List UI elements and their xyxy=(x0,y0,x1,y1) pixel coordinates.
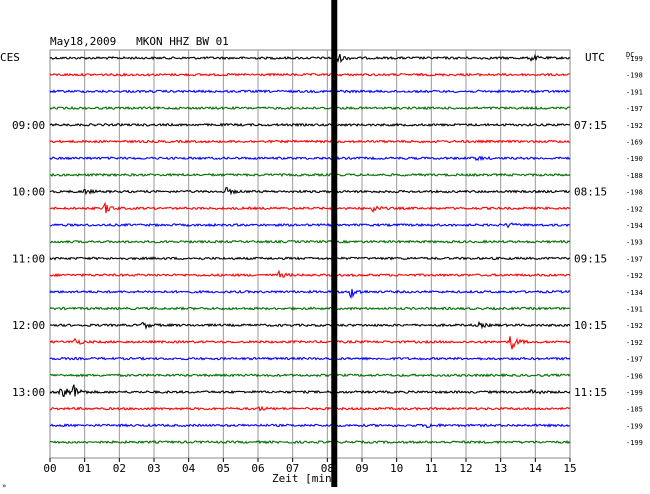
x-tick-label: 01 xyxy=(78,462,91,475)
trace-line xyxy=(49,256,571,261)
labels: May18,2009 MKON HHZ BW 01 CES UTC DC Zei… xyxy=(0,35,634,490)
trace-offset-label: -199 xyxy=(626,439,643,447)
x-tick-label: 00 xyxy=(43,462,56,475)
trace-line xyxy=(49,423,571,429)
x-tick-label: 06 xyxy=(251,462,264,475)
plot-frame xyxy=(49,49,571,459)
trace-line xyxy=(49,105,571,111)
x-tick-label: 10 xyxy=(390,462,403,475)
trace-line xyxy=(49,139,571,144)
x-tick-label: 09 xyxy=(355,462,368,475)
trace-offset-label: -192 xyxy=(626,122,643,130)
trace-line xyxy=(49,306,571,311)
trace-line xyxy=(50,222,571,229)
trace-line xyxy=(49,72,571,77)
right-time-label: 11:15 xyxy=(574,386,607,399)
trace-offset-label: -185 xyxy=(626,406,643,414)
trace-line xyxy=(49,172,571,178)
trace-offset-label: -199 xyxy=(626,55,643,63)
footer-mark: » xyxy=(2,482,6,490)
x-tick-label: 11 xyxy=(425,462,438,475)
right-axis-label: UTC xyxy=(585,51,605,64)
x-tick-label: 05 xyxy=(217,462,230,475)
x-tick-label: 08 xyxy=(321,462,334,475)
trace-offset-label: -197 xyxy=(626,105,643,113)
time-marker xyxy=(331,0,338,487)
right-time-label: 08:15 xyxy=(574,186,607,199)
traces: -199 -198 -191 -197 -192 -169 -190 -188 -198 -192… xyxy=(49,53,643,447)
trace-line xyxy=(49,405,571,412)
chart-title: May18,2009 MKON HHZ BW 01 xyxy=(50,35,229,48)
trace-offset-label: -134 xyxy=(626,289,643,297)
trace-line xyxy=(49,122,571,128)
ticks: 00 01 02 03 04 05 06 07 08 09 10 11 12 13 14 15 xyxy=(43,458,577,475)
trace-line xyxy=(49,239,571,244)
trace-line xyxy=(49,373,571,378)
x-tick-label: 14 xyxy=(529,462,543,475)
trace-offset-label: -194 xyxy=(626,222,643,230)
trace-line xyxy=(49,384,571,398)
trace-offset-label: -192 xyxy=(626,322,643,330)
x-tick-label: 07 xyxy=(286,462,299,475)
left-time-label: 09:00 xyxy=(12,119,45,132)
trace-line xyxy=(49,269,571,278)
trace-offset-label: -192 xyxy=(626,272,643,280)
left-time-label: 11:00 xyxy=(12,252,45,265)
trace-offset-label: -192 xyxy=(626,205,643,213)
trace-offset-label: -169 xyxy=(626,139,643,147)
trace-offset-label: -198 xyxy=(626,72,643,80)
trace-line xyxy=(49,356,571,361)
corner-label: DC xyxy=(626,51,634,59)
x-tick-label: 13 xyxy=(494,462,507,475)
trace-offset-label: -196 xyxy=(626,372,643,380)
trace-line xyxy=(49,201,571,214)
x-tick-label: 04 xyxy=(182,462,196,475)
trace-line xyxy=(49,320,571,331)
left-axis-label: CES xyxy=(0,51,20,64)
trace-line xyxy=(49,88,571,94)
trace-line xyxy=(49,187,571,196)
left-time-label: 12:00 xyxy=(12,319,45,332)
trace-offset-label: -199 xyxy=(626,422,643,430)
trace-offset-label: -199 xyxy=(626,389,643,397)
trace-offset-label: -193 xyxy=(626,239,643,247)
trace-offset-label: -191 xyxy=(626,306,643,314)
right-time-label: 07:15 xyxy=(574,119,607,132)
trace-offset-label: -197 xyxy=(626,255,643,263)
x-tick-label: 12 xyxy=(459,462,472,475)
x-tick-label: 03 xyxy=(147,462,160,475)
trace-line xyxy=(49,53,571,64)
grid xyxy=(49,49,571,459)
x-axis-label: Zeit [min] xyxy=(272,472,338,485)
trace-line xyxy=(49,155,571,162)
right-time-label: 10:15 xyxy=(574,319,607,332)
trace-line xyxy=(49,336,571,350)
trace-offset-label: -198 xyxy=(626,189,643,197)
trace-line xyxy=(49,288,571,300)
x-tick-label: 15 xyxy=(563,462,576,475)
trace-offset-label: -197 xyxy=(626,356,643,364)
right-time-label: 09:15 xyxy=(574,252,607,265)
trace-line xyxy=(49,439,571,445)
trace-offset-label: -188 xyxy=(626,172,643,180)
x-tick-label: 02 xyxy=(113,462,126,475)
left-time-label: 10:00 xyxy=(12,186,45,199)
trace-offset-label: -190 xyxy=(626,155,643,163)
trace-offset-label: -192 xyxy=(626,339,643,347)
left-time-label: 13:00 xyxy=(12,386,45,399)
trace-offset-label: -191 xyxy=(626,88,643,96)
